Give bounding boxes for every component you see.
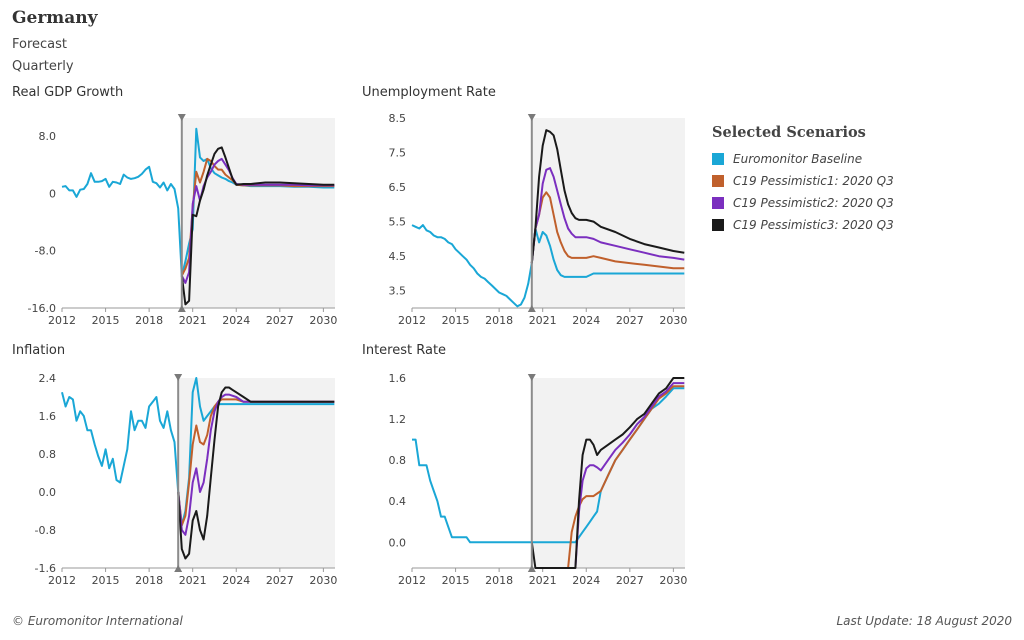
forecast-shading	[531, 118, 685, 308]
forecast-marker-top-icon	[177, 114, 186, 121]
y-tick-label: -1.6	[35, 562, 56, 575]
series-line-pessimistic3	[180, 146, 335, 306]
legend-item-pessimistic2[interactable]: C19 Pessimistic2: 2020 Q3	[712, 192, 1012, 214]
copyright-text: © Euromonitor International	[12, 614, 183, 628]
legend-swatch-baseline	[712, 153, 724, 165]
series-line-pessimistic3	[177, 386, 335, 560]
legend-title: Selected Scenarios	[712, 124, 866, 141]
series-line-baseline	[411, 224, 685, 308]
x-tick-label: 2027	[616, 314, 644, 327]
y-tick-label: 2.4	[39, 372, 57, 385]
forecast-marker-top-icon	[527, 374, 536, 381]
series-line-baseline	[61, 377, 335, 527]
x-tick-label: 2012	[48, 314, 76, 327]
legend-label-baseline: Euromonitor Baseline	[733, 152, 863, 166]
x-tick-label: 2015	[442, 574, 470, 587]
x-tick-label: 2030	[309, 314, 337, 327]
y-tick-label: 0	[49, 187, 56, 200]
x-tick-label: 2030	[659, 314, 687, 327]
y-tick-label: 0.4	[389, 495, 407, 508]
x-tick-label: 2021	[529, 574, 557, 587]
x-tick-label: 2021	[179, 574, 207, 587]
y-tick-label: 1.6	[389, 372, 407, 385]
x-tick-label: 2015	[442, 314, 470, 327]
series-line-pessimistic2	[180, 157, 335, 284]
forecast-marker-top-icon	[174, 374, 183, 381]
page-title: Germany	[12, 8, 98, 28]
y-tick-label: -8.0	[35, 245, 56, 258]
y-tick-label: 5.5	[389, 216, 407, 229]
legend-swatch-pessimistic2	[712, 197, 724, 209]
forecast-shading	[181, 118, 335, 308]
legend-label-pessimistic1: C19 Pessimistic1: 2020 Q3	[733, 174, 894, 188]
legend-label-pessimistic3: C19 Pessimistic3: 2020 Q3	[733, 218, 894, 232]
series-line-pessimistic2	[530, 167, 685, 264]
chart-title-unemployment: Unemployment Rate	[362, 85, 496, 100]
y-tick-label: 0.8	[389, 454, 407, 467]
x-tick-label: 2024	[222, 314, 250, 327]
series-line-pessimistic3	[530, 129, 685, 264]
x-tick-label: 2018	[135, 314, 163, 327]
y-tick-label: -0.8	[35, 524, 56, 537]
y-tick-label: 8.0	[39, 130, 57, 143]
y-tick-label: 4.5	[389, 250, 407, 263]
series-line-baseline	[61, 127, 335, 277]
x-tick-label: 2012	[398, 574, 426, 587]
y-tick-label: 8.5	[389, 112, 407, 125]
legend-item-pessimistic3[interactable]: C19 Pessimistic3: 2020 Q3	[712, 214, 1012, 236]
x-tick-label: 2015	[92, 314, 120, 327]
x-tick-label: 2012	[48, 574, 76, 587]
x-tick-label: 2015	[92, 574, 120, 587]
chart-title-interest-rate: Interest Rate	[362, 343, 447, 358]
forecast-marker-bottom-icon	[527, 565, 536, 572]
y-tick-label: -16.0	[28, 302, 56, 315]
x-tick-label: 2018	[485, 574, 513, 587]
x-tick-label: 2021	[179, 314, 207, 327]
y-tick-label: 6.5	[389, 181, 407, 194]
x-tick-label: 2027	[266, 314, 294, 327]
series-line-pessimistic3	[530, 377, 685, 569]
x-tick-label: 2024	[572, 314, 600, 327]
x-tick-label: 2021	[529, 314, 557, 327]
x-tick-label: 2024	[572, 574, 600, 587]
y-tick-label: 0.8	[39, 448, 57, 461]
interest-rate-chart[interactable]: 1.6 1.2 0.8 0.4 0.0 2012 2015 2018 2021 2024 2027 2…	[370, 360, 690, 600]
forecast-marker-bottom-icon	[177, 305, 186, 312]
y-tick-label: 1.6	[39, 410, 57, 423]
legend-swatch-pessimistic1	[712, 175, 724, 187]
subtitle-frequency: Quarterly	[12, 59, 74, 74]
subtitle-forecast: Forecast	[12, 37, 68, 52]
y-tick-label: 3.5	[389, 285, 407, 298]
y-tick-label: 0.0	[389, 536, 407, 549]
scenario-legend: Selected Scenarios Euromonitor Baseline …	[712, 124, 1012, 236]
legend-item-baseline[interactable]: Euromonitor Baseline	[712, 148, 1012, 170]
legend-item-pessimistic1[interactable]: C19 Pessimistic1: 2020 Q3	[712, 170, 1012, 192]
forecast-marker-bottom-icon	[527, 305, 536, 312]
forecast-marker-bottom-icon	[174, 565, 183, 572]
chart-title-gdp: Real GDP Growth	[12, 85, 124, 100]
y-tick-label: 7.5	[389, 147, 407, 160]
chart-title-inflation: Inflation	[12, 343, 66, 358]
legend-label-pessimistic2: C19 Pessimistic2: 2020 Q3	[733, 196, 894, 210]
unemployment-rate-chart[interactable]: 8.5 7.5 6.5 5.5 4.5 3.5 2012 2015 2018 2021 2024 20…	[370, 100, 690, 340]
series-line-pessimistic2	[574, 382, 685, 569]
x-tick-label: 2030	[309, 574, 337, 587]
last-update-text: Last Update: 18 August 2020	[836, 614, 1012, 628]
legend-swatch-pessimistic3	[712, 219, 724, 231]
forecast-shading	[178, 378, 335, 568]
x-tick-label: 2018	[485, 314, 513, 327]
x-tick-label: 2027	[616, 574, 644, 587]
y-tick-label: 1.2	[389, 413, 407, 426]
forecast-marker-top-icon	[527, 114, 536, 121]
series-line-pessimistic1	[530, 191, 685, 270]
x-tick-label: 2012	[398, 314, 426, 327]
x-tick-label: 2018	[135, 574, 163, 587]
x-tick-label: 2024	[222, 574, 250, 587]
x-tick-label: 2030	[659, 574, 687, 587]
y-tick-label: 0.0	[39, 486, 57, 499]
x-tick-label: 2027	[266, 574, 294, 587]
